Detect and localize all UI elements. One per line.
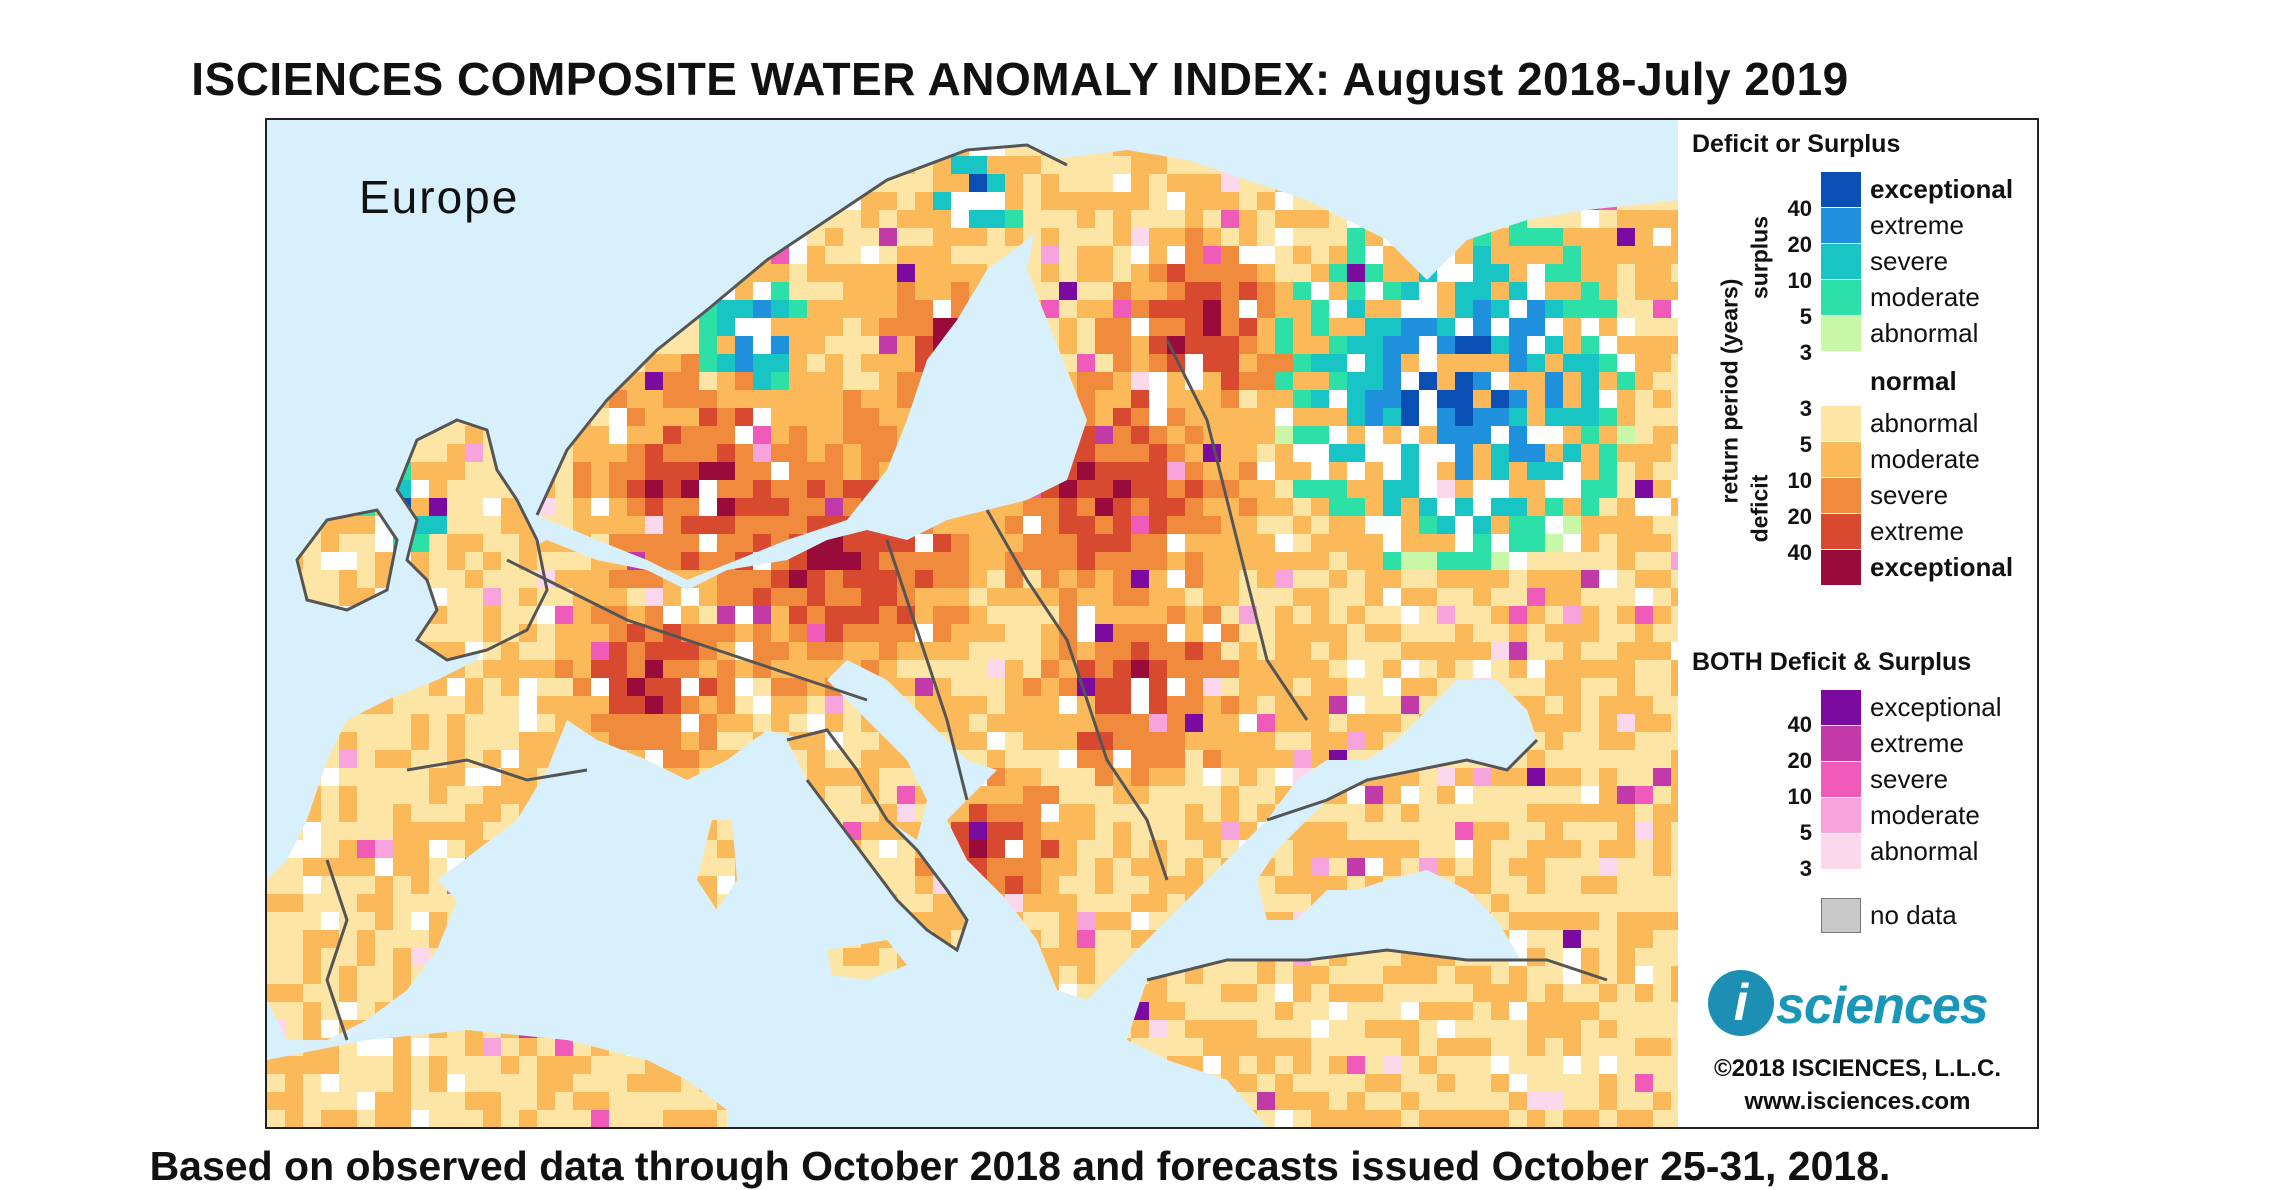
legend-surplus-1-swatch bbox=[1821, 208, 1861, 243]
logo-i-mark: i bbox=[1708, 970, 1774, 1036]
legend-normal-label: normal bbox=[1870, 366, 1957, 396]
legend-surplus-3-label: moderate bbox=[1870, 282, 1980, 312]
legend-surplus-1-label: extreme bbox=[1870, 210, 1964, 240]
legend-deficit-4-label: exceptional bbox=[1870, 552, 2014, 582]
legend-surplus-2-label: severe bbox=[1870, 246, 1949, 276]
legend-both-0-label: exceptional bbox=[1870, 692, 2002, 722]
legend-both-2-swatch bbox=[1821, 762, 1861, 797]
legend-deficit-4-swatch bbox=[1821, 550, 1861, 585]
legend-deficit-tick: 10 bbox=[1787, 468, 1812, 493]
legend-section1-title: Deficit or Surplus bbox=[1692, 130, 1901, 158]
legend-deficit-tick: 5 bbox=[1799, 432, 1812, 457]
legend-both-4-swatch bbox=[1821, 834, 1861, 869]
legend-deficit-tick: 3 bbox=[1799, 396, 1812, 421]
legend-deficit-2-swatch bbox=[1821, 478, 1861, 513]
legend-surplus-tick: 20 bbox=[1787, 232, 1812, 257]
copyright: ©2018 ISCIENCES, L.L.C. bbox=[1713, 1055, 2002, 1082]
legend-both-3-swatch bbox=[1821, 798, 1861, 833]
legend-both-tick: 40 bbox=[1787, 712, 1812, 737]
logo-wordmark: sciences bbox=[1776, 977, 1989, 1035]
legend-surplus-tick: 3 bbox=[1799, 340, 1812, 365]
legend-deficit-3-swatch bbox=[1821, 514, 1861, 549]
europe-map bbox=[267, 120, 1678, 1127]
legend-section2-title: BOTH Deficit & Surplus bbox=[1692, 648, 1972, 676]
legend-both-tick: 10 bbox=[1787, 784, 1812, 809]
legend-deficit-0-swatch bbox=[1821, 406, 1861, 441]
legend-both-2-label: severe bbox=[1870, 764, 1949, 794]
legend-normal-swatch bbox=[1821, 352, 1861, 406]
map-frame: Europe Deficit or Surplus return period … bbox=[265, 118, 2039, 1129]
legend-deficit-0-label: abnormal bbox=[1870, 408, 1979, 438]
legend-deficit-1-label: moderate bbox=[1870, 444, 1980, 474]
legend-deficit-tick: 40 bbox=[1787, 540, 1812, 565]
legend-surplus-2-swatch bbox=[1821, 244, 1861, 279]
map-title: ISCIENCES COMPOSITE WATER ANOMALY INDEX:… bbox=[191, 53, 1849, 105]
legend-both-tick: 5 bbox=[1799, 820, 1812, 845]
legend-both-4-label: abnormal bbox=[1870, 836, 1979, 866]
legend-deficit-3-label: extreme bbox=[1870, 516, 1964, 546]
footer-note: Based on observed data through October 2… bbox=[149, 1143, 1891, 1189]
legend-both-1-label: extreme bbox=[1870, 728, 1964, 758]
legend-both-3-label: moderate bbox=[1870, 800, 1980, 830]
legend-surplus-tick: 10 bbox=[1787, 268, 1812, 293]
legend-both-tick: 3 bbox=[1799, 856, 1812, 881]
legend: Deficit or Surplus return period (years)… bbox=[1678, 120, 2037, 1127]
legend-nodata-swatch bbox=[1821, 898, 1861, 933]
legend-surplus-4-swatch bbox=[1821, 316, 1861, 351]
legend-surplus-4-label: abnormal bbox=[1870, 318, 1979, 348]
legend-surplus-0-swatch bbox=[1821, 172, 1861, 207]
legend-surplus-0-label: exceptional bbox=[1870, 174, 2014, 204]
map-area: Europe bbox=[267, 120, 1678, 1127]
legend-both-tick: 20 bbox=[1787, 748, 1812, 773]
legend-nodata-label: no data bbox=[1870, 900, 1957, 930]
legend-both-0-swatch bbox=[1821, 690, 1861, 725]
region-label: Europe bbox=[359, 171, 520, 223]
website: www.isciences.com bbox=[1744, 1088, 1971, 1115]
legend-surplus-tick: 40 bbox=[1787, 196, 1812, 221]
isciences-logo: i sciences bbox=[1702, 964, 2032, 1054]
legend-deficit-1-swatch bbox=[1821, 442, 1861, 477]
legend-deficit-2-label: severe bbox=[1870, 480, 1949, 510]
legend-axis-label: return period (years) bbox=[1716, 278, 1743, 504]
legend-deficit-tick: 20 bbox=[1787, 504, 1812, 529]
legend-surplus-3-swatch bbox=[1821, 280, 1861, 315]
legend-surplus-tick: 5 bbox=[1799, 304, 1812, 329]
legend-both-1-swatch bbox=[1821, 726, 1861, 761]
